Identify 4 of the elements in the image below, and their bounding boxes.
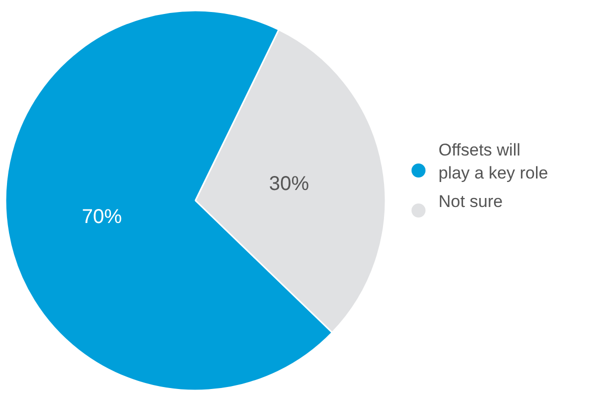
data-label: 30%	[269, 173, 310, 196]
legend-label: Offsets will play a key role	[438, 140, 548, 182]
legend-label: Not sure	[438, 192, 503, 211]
data-label: 70%	[82, 206, 122, 228]
